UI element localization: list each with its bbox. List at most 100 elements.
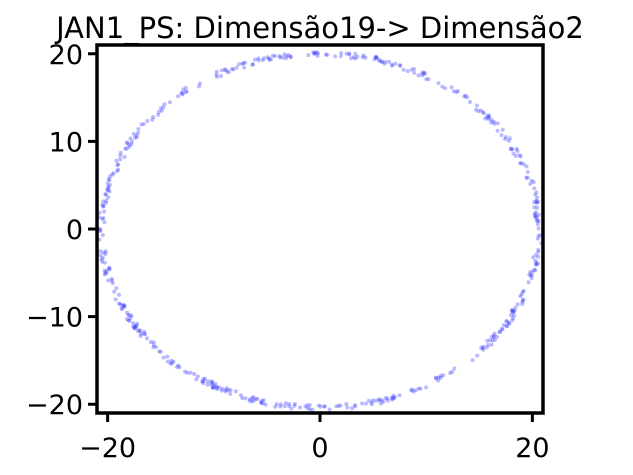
data-point xyxy=(162,102,167,107)
data-point xyxy=(287,404,292,409)
data-point xyxy=(533,213,538,218)
data-point xyxy=(520,298,525,303)
data-point xyxy=(533,192,538,197)
data-point xyxy=(344,51,349,56)
data-point xyxy=(142,329,147,334)
data-point xyxy=(486,113,491,118)
data-point xyxy=(217,385,222,390)
data-point xyxy=(479,345,484,350)
data-point xyxy=(185,370,190,375)
x-tick-label: −20 xyxy=(79,433,136,464)
data-point xyxy=(114,286,119,291)
data-point xyxy=(420,73,425,78)
data-point xyxy=(205,379,210,384)
data-point xyxy=(390,62,394,67)
y-tick-label: −10 xyxy=(26,303,83,334)
data-point xyxy=(158,106,163,111)
data-point xyxy=(288,55,293,60)
data-point xyxy=(176,363,181,368)
data-point xyxy=(150,117,155,122)
data-point xyxy=(168,361,173,366)
data-point xyxy=(392,396,397,401)
data-point xyxy=(274,402,279,407)
data-point xyxy=(250,62,255,67)
data-point xyxy=(292,403,297,408)
data-point xyxy=(131,321,135,326)
data-point xyxy=(101,250,106,255)
data-point xyxy=(351,55,356,60)
data-point xyxy=(536,261,540,266)
data-point xyxy=(529,273,534,278)
data-point xyxy=(495,121,500,126)
data-point xyxy=(484,345,489,350)
data-point xyxy=(526,280,531,285)
data-point xyxy=(511,151,516,156)
data-point xyxy=(278,55,283,60)
data-point xyxy=(254,397,259,402)
data-point xyxy=(261,398,266,403)
data-point xyxy=(436,378,441,383)
data-point xyxy=(499,326,504,331)
data-point xyxy=(529,178,534,183)
data-point xyxy=(510,318,515,323)
data-point xyxy=(249,399,254,404)
data-point xyxy=(534,215,539,220)
data-point xyxy=(355,54,360,59)
data-point xyxy=(534,198,539,203)
data-point xyxy=(433,375,438,380)
data-point xyxy=(530,269,535,274)
data-point xyxy=(371,398,376,403)
data-point xyxy=(535,222,540,227)
data-point xyxy=(105,181,110,186)
data-point xyxy=(390,397,395,402)
data-point xyxy=(344,402,349,406)
data-point xyxy=(292,401,297,406)
data-point xyxy=(128,136,133,141)
data-point xyxy=(385,396,390,401)
data-point xyxy=(486,117,491,121)
data-point xyxy=(511,308,516,313)
data-point xyxy=(398,63,403,68)
data-point xyxy=(219,68,224,73)
data-point xyxy=(534,260,539,265)
data-point xyxy=(413,388,418,393)
data-point xyxy=(126,318,131,323)
data-point xyxy=(347,52,352,57)
data-point xyxy=(103,201,108,205)
data-point xyxy=(536,226,541,231)
data-point xyxy=(373,55,378,59)
data-point xyxy=(289,406,294,411)
data-point xyxy=(314,50,319,55)
data-point xyxy=(100,216,105,221)
data-point xyxy=(102,220,107,225)
data-point xyxy=(524,164,529,169)
data-point xyxy=(536,212,541,217)
data-point xyxy=(462,94,467,99)
data-point xyxy=(303,404,308,409)
data-point xyxy=(230,66,234,71)
data-point xyxy=(278,404,283,409)
data-point xyxy=(98,249,103,254)
data-point xyxy=(122,304,127,309)
y-tick-label: 0 xyxy=(66,215,83,246)
data-point xyxy=(234,65,239,70)
data-point xyxy=(126,313,131,317)
data-point xyxy=(200,379,205,384)
data-point xyxy=(475,103,479,108)
data-point xyxy=(474,107,478,112)
data-point xyxy=(141,122,146,126)
data-point xyxy=(517,153,522,158)
data-point xyxy=(107,178,112,183)
data-point xyxy=(220,386,225,391)
data-point xyxy=(165,354,170,359)
data-point xyxy=(223,67,227,72)
data-point xyxy=(262,56,266,61)
data-point xyxy=(241,61,246,66)
data-point xyxy=(363,55,368,60)
data-point xyxy=(259,401,264,406)
data-point xyxy=(533,214,538,219)
data-point xyxy=(106,188,110,193)
data-point xyxy=(103,271,108,276)
data-point xyxy=(468,100,472,104)
data-point xyxy=(104,268,109,273)
